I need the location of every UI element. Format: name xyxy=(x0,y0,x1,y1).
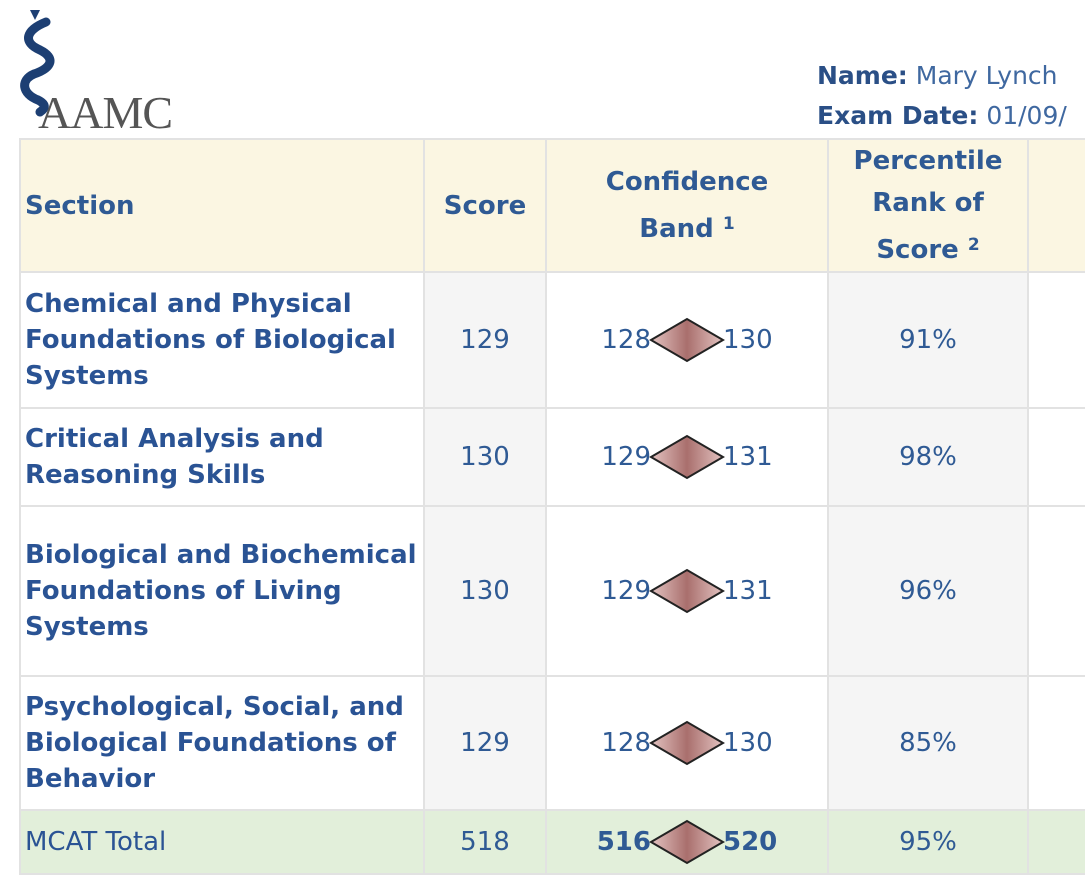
candidate-info: Name: Mary Lynch Exam Date: 01/09/ xyxy=(817,56,1067,136)
section-name: Psychological, Social, and Biological Fo… xyxy=(19,675,425,811)
percentile: 98% xyxy=(827,407,1029,507)
caduceus-icon xyxy=(20,10,55,117)
total-row: MCAT Total 518 516 520 95% xyxy=(19,809,1085,875)
percentile: 96% xyxy=(827,505,1029,677)
extra-cell xyxy=(1027,407,1085,507)
score: 130 xyxy=(423,407,547,507)
table-row: Critical Analysis and Reasoning Skills 1… xyxy=(19,407,1085,507)
total-score: 518 xyxy=(423,809,547,875)
total-confidence-band: 516 520 xyxy=(545,809,829,875)
confidence-diamond-icon xyxy=(649,568,725,614)
header-row: Section Score Confidence Band 1 Percenti… xyxy=(19,138,1085,273)
total-label: MCAT Total xyxy=(19,809,425,875)
header-section: Section xyxy=(19,138,425,273)
header-percentile: Percentile Rank of Score 2 xyxy=(827,138,1029,273)
header-score: Score xyxy=(423,138,547,273)
name-value: Mary Lynch xyxy=(915,61,1058,90)
name-label: Name: xyxy=(817,61,908,90)
header-percentile-label: Percentile Rank of Score xyxy=(853,146,1003,265)
band-high: 131 xyxy=(723,576,773,606)
confidence-diamond-icon xyxy=(649,720,725,766)
extra-cell xyxy=(1027,505,1085,677)
logo-text: AAMC xyxy=(38,87,173,138)
confidence-diamond-icon xyxy=(649,434,725,480)
header-band-label: Confidence Band xyxy=(605,167,769,244)
score-table: Section Score Confidence Band 1 Percenti… xyxy=(19,138,1085,875)
extra-cell xyxy=(1027,271,1085,409)
band-low: 128 xyxy=(601,728,651,758)
extra-cell xyxy=(1027,809,1085,875)
score: 130 xyxy=(423,505,547,677)
confidence-band: 129 131 xyxy=(545,407,829,507)
aamc-logo: AAMC xyxy=(16,8,186,138)
section-name: Critical Analysis and Reasoning Skills xyxy=(19,407,425,507)
band-high: 520 xyxy=(723,827,778,857)
band-low: 129 xyxy=(601,442,651,472)
footnote-1: 1 xyxy=(722,214,735,234)
band-high: 131 xyxy=(723,442,773,472)
table-row: Psychological, Social, and Biological Fo… xyxy=(19,675,1085,811)
table-row: Biological and Biochemical Foundations o… xyxy=(19,505,1085,677)
header-extra xyxy=(1027,138,1085,273)
percentile: 91% xyxy=(827,271,1029,409)
header-band: Confidence Band 1 xyxy=(545,138,829,273)
confidence-band: 128 130 xyxy=(545,675,829,811)
table-row: Chemical and Physical Foundations of Bio… xyxy=(19,271,1085,409)
footnote-2: 2 xyxy=(967,235,980,255)
exam-date-value: 01/09/ xyxy=(986,101,1067,130)
band-low: 129 xyxy=(601,576,651,606)
band-high: 130 xyxy=(723,728,773,758)
band-low: 128 xyxy=(601,325,651,355)
confidence-band: 128 130 xyxy=(545,271,829,409)
exam-date-label: Exam Date: xyxy=(817,101,979,130)
percentile: 85% xyxy=(827,675,1029,811)
section-name: Chemical and Physical Foundations of Bio… xyxy=(19,271,425,409)
score: 129 xyxy=(423,675,547,811)
section-name: Biological and Biochemical Foundations o… xyxy=(19,505,425,677)
total-percentile: 95% xyxy=(827,809,1029,875)
extra-cell xyxy=(1027,675,1085,811)
confidence-diamond-icon xyxy=(649,317,725,363)
band-low: 516 xyxy=(596,827,651,857)
confidence-diamond-icon xyxy=(649,819,725,865)
score: 129 xyxy=(423,271,547,409)
confidence-band: 129 131 xyxy=(545,505,829,677)
band-high: 130 xyxy=(723,325,773,355)
